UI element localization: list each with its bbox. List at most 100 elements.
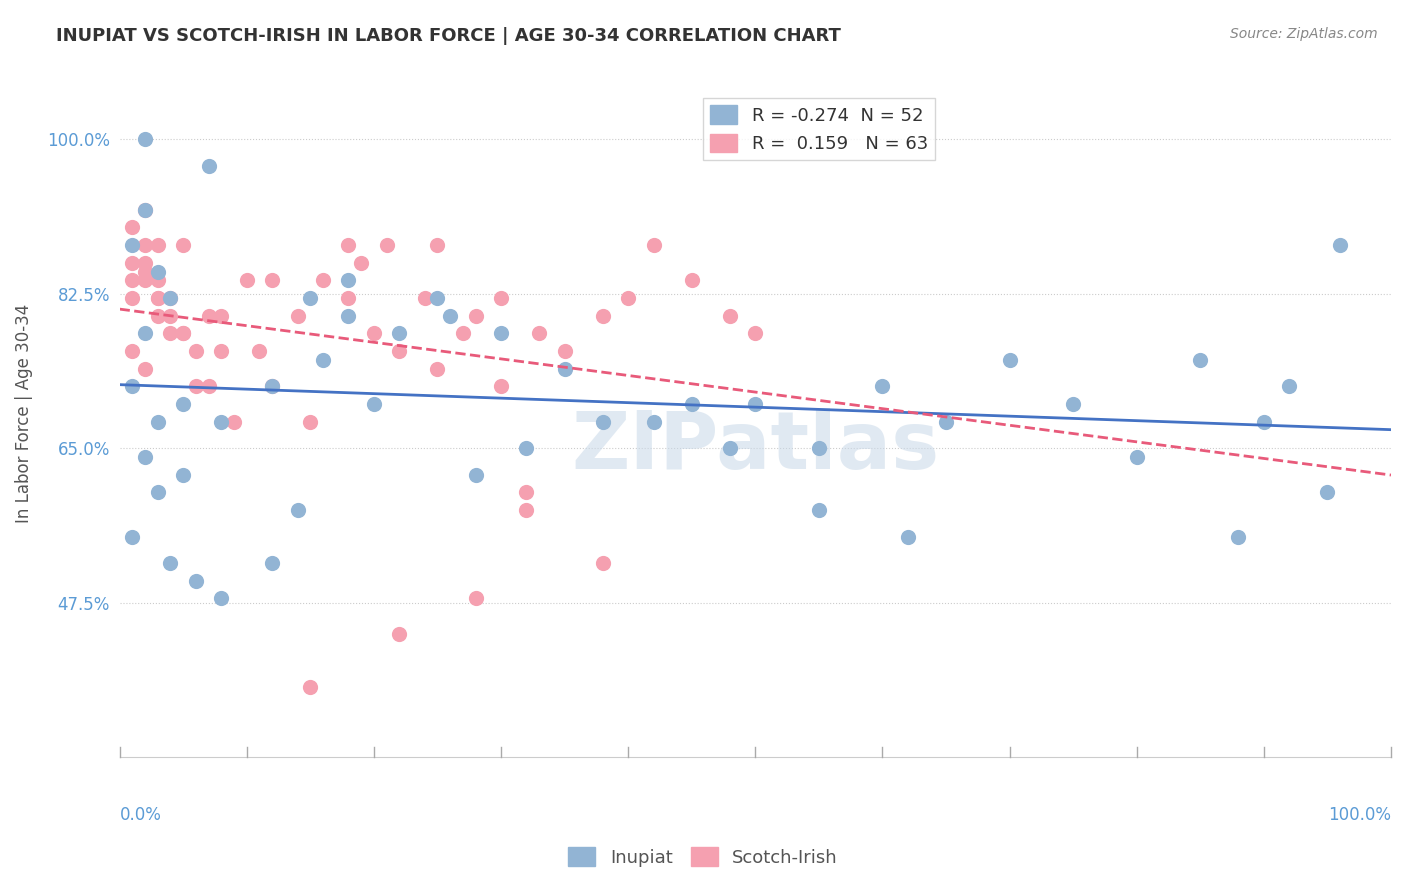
Point <box>121 238 143 252</box>
Point <box>718 309 741 323</box>
Point <box>172 326 194 341</box>
Point <box>489 291 512 305</box>
Point <box>146 309 169 323</box>
Point <box>197 379 219 393</box>
Point <box>134 361 156 376</box>
Point <box>146 415 169 429</box>
Point <box>134 202 156 217</box>
Point <box>262 379 284 393</box>
Y-axis label: In Labor Force | Age 30-34: In Labor Force | Age 30-34 <box>15 303 32 523</box>
Point <box>554 361 576 376</box>
Point <box>1278 379 1301 393</box>
Point <box>146 485 169 500</box>
Point <box>312 353 335 368</box>
Point <box>1125 450 1147 464</box>
Point <box>299 415 322 429</box>
Point <box>159 556 181 570</box>
Point <box>172 467 194 482</box>
Point <box>1227 530 1250 544</box>
Point <box>159 309 181 323</box>
Point <box>146 265 169 279</box>
Point <box>413 291 436 305</box>
Point <box>197 309 219 323</box>
Point <box>146 291 169 305</box>
Point <box>184 344 207 359</box>
Point <box>515 503 537 517</box>
Point <box>554 344 576 359</box>
Point <box>134 238 156 252</box>
Point <box>592 556 614 570</box>
Point <box>515 485 537 500</box>
Point <box>222 415 245 429</box>
Point <box>172 326 194 341</box>
Point <box>172 397 194 411</box>
Point <box>350 256 373 270</box>
Point <box>134 273 156 287</box>
Point <box>134 256 156 270</box>
Point <box>375 238 398 252</box>
Text: ZIPatlas: ZIPatlas <box>571 409 939 486</box>
Point <box>121 220 143 235</box>
Point <box>134 202 156 217</box>
Point <box>312 273 335 287</box>
Point <box>184 574 207 588</box>
Point <box>897 530 920 544</box>
Point <box>159 291 181 305</box>
Point <box>592 415 614 429</box>
Point <box>1062 397 1084 411</box>
Point <box>807 503 830 517</box>
Point <box>681 397 703 411</box>
Point <box>426 361 449 376</box>
Point <box>121 256 143 270</box>
Point <box>209 591 232 606</box>
Point <box>121 344 143 359</box>
Point <box>489 326 512 341</box>
Point <box>998 353 1021 368</box>
Point <box>337 309 360 323</box>
Point <box>807 442 830 456</box>
Point <box>643 238 665 252</box>
Point <box>388 344 411 359</box>
Point <box>287 503 309 517</box>
Point <box>1316 485 1339 500</box>
Point <box>439 309 461 323</box>
Point <box>363 397 385 411</box>
Point <box>592 309 614 323</box>
Point <box>299 291 322 305</box>
Point <box>146 291 169 305</box>
Point <box>134 326 156 341</box>
Point <box>464 591 486 606</box>
Legend: R = -0.274  N = 52, R =  0.159   N = 63: R = -0.274 N = 52, R = 0.159 N = 63 <box>703 98 935 161</box>
Point <box>209 309 232 323</box>
Point <box>935 415 957 429</box>
Point <box>146 238 169 252</box>
Point <box>121 273 143 287</box>
Point <box>184 379 207 393</box>
Point <box>388 326 411 341</box>
Point <box>121 291 143 305</box>
Point <box>464 467 486 482</box>
Point <box>159 326 181 341</box>
Point <box>299 680 322 694</box>
Point <box>197 159 219 173</box>
Point <box>146 273 169 287</box>
Point <box>262 379 284 393</box>
Point <box>464 309 486 323</box>
Point <box>617 291 640 305</box>
Point <box>388 626 411 640</box>
Point <box>451 326 474 341</box>
Point <box>209 344 232 359</box>
Point <box>337 291 360 305</box>
Point <box>262 273 284 287</box>
Point <box>159 291 181 305</box>
Point <box>426 291 449 305</box>
Point <box>337 238 360 252</box>
Point <box>515 442 537 456</box>
Point <box>363 326 385 341</box>
Point <box>262 556 284 570</box>
Point <box>744 326 766 341</box>
Point <box>172 238 194 252</box>
Point <box>209 415 232 429</box>
Point <box>718 442 741 456</box>
Point <box>235 273 257 287</box>
